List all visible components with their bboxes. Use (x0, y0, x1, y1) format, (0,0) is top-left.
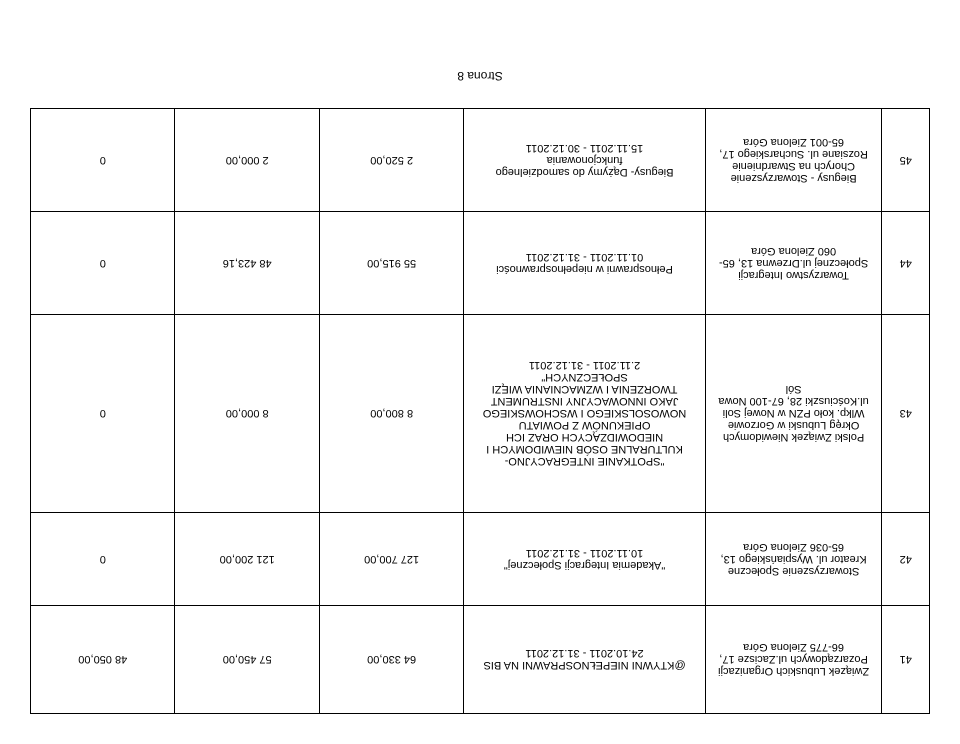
org-cell: Towarzystwo Integracji Społecznej ul.Drz… (705, 212, 882, 315)
amount-2: 121 200,00 (175, 513, 319, 606)
org-cell: Związek Lubuskich Organizacji Pozarządow… (705, 606, 882, 714)
table-row: 41 Związek Lubuskich Organizacji Pozarzą… (31, 606, 930, 714)
amount-1: 64 330,00 (319, 606, 463, 714)
title-cell: "Akademia Integracji Społecznej"10.11.20… (464, 513, 705, 606)
row-number: 41 (882, 606, 930, 714)
amount-2: 57 450,00 (175, 606, 319, 714)
data-table: 41 Związek Lubuskich Organizacji Pozarzą… (30, 108, 930, 714)
amount-3: 0 (31, 212, 175, 315)
table-row: 42 Stowarzyszenie Społeczne Kreator ul. … (31, 513, 930, 606)
amount-1: 55 915,00 (319, 212, 463, 315)
title-cell: Pełnosprawni w niepełnosprawności01.11.2… (464, 212, 705, 315)
amount-1: 8 800,00 (319, 315, 463, 513)
title-cell: Biegusy- Dążymy do samodzielnego funkcjo… (464, 109, 705, 212)
title-cell: "SPOTKANIE INTEGRACYJNO-KULTURALNE OSÓB … (464, 315, 705, 513)
table-row: 45 Biegusy - Stowarzyszenie Chorych na S… (31, 109, 930, 212)
org-cell: Polski Związek Niewidomych Okręg Lubuski… (705, 315, 882, 513)
org-cell: Biegusy - Stowarzyszenie Chorych na Stwa… (705, 109, 882, 212)
amount-3: 0 (31, 109, 175, 212)
amount-3: 0 (31, 315, 175, 513)
amount-1: 127 700,00 (319, 513, 463, 606)
row-number: 43 (882, 315, 930, 513)
page-footer: Strona 8 (30, 69, 930, 83)
org-cell: Stowarzyszenie Społeczne Kreator ul. Wys… (705, 513, 882, 606)
amount-2: 8 000,00 (175, 315, 319, 513)
row-number: 42 (882, 513, 930, 606)
amount-2: 48 423,16 (175, 212, 319, 315)
title-cell: @KTYWNI NIEPEŁNOSPRAWNI NA BIS24.10.2011… (464, 606, 705, 714)
table-row: 43 Polski Związek Niewidomych Okręg Lubu… (31, 315, 930, 513)
amount-3: 0 (31, 513, 175, 606)
row-number: 45 (882, 109, 930, 212)
table-row: 44 Towarzystwo Integracji Społecznej ul.… (31, 212, 930, 315)
amount-3: 48 050,00 (31, 606, 175, 714)
amount-2: 2 000,00 (175, 109, 319, 212)
amount-1: 2 520,00 (319, 109, 463, 212)
row-number: 44 (882, 212, 930, 315)
